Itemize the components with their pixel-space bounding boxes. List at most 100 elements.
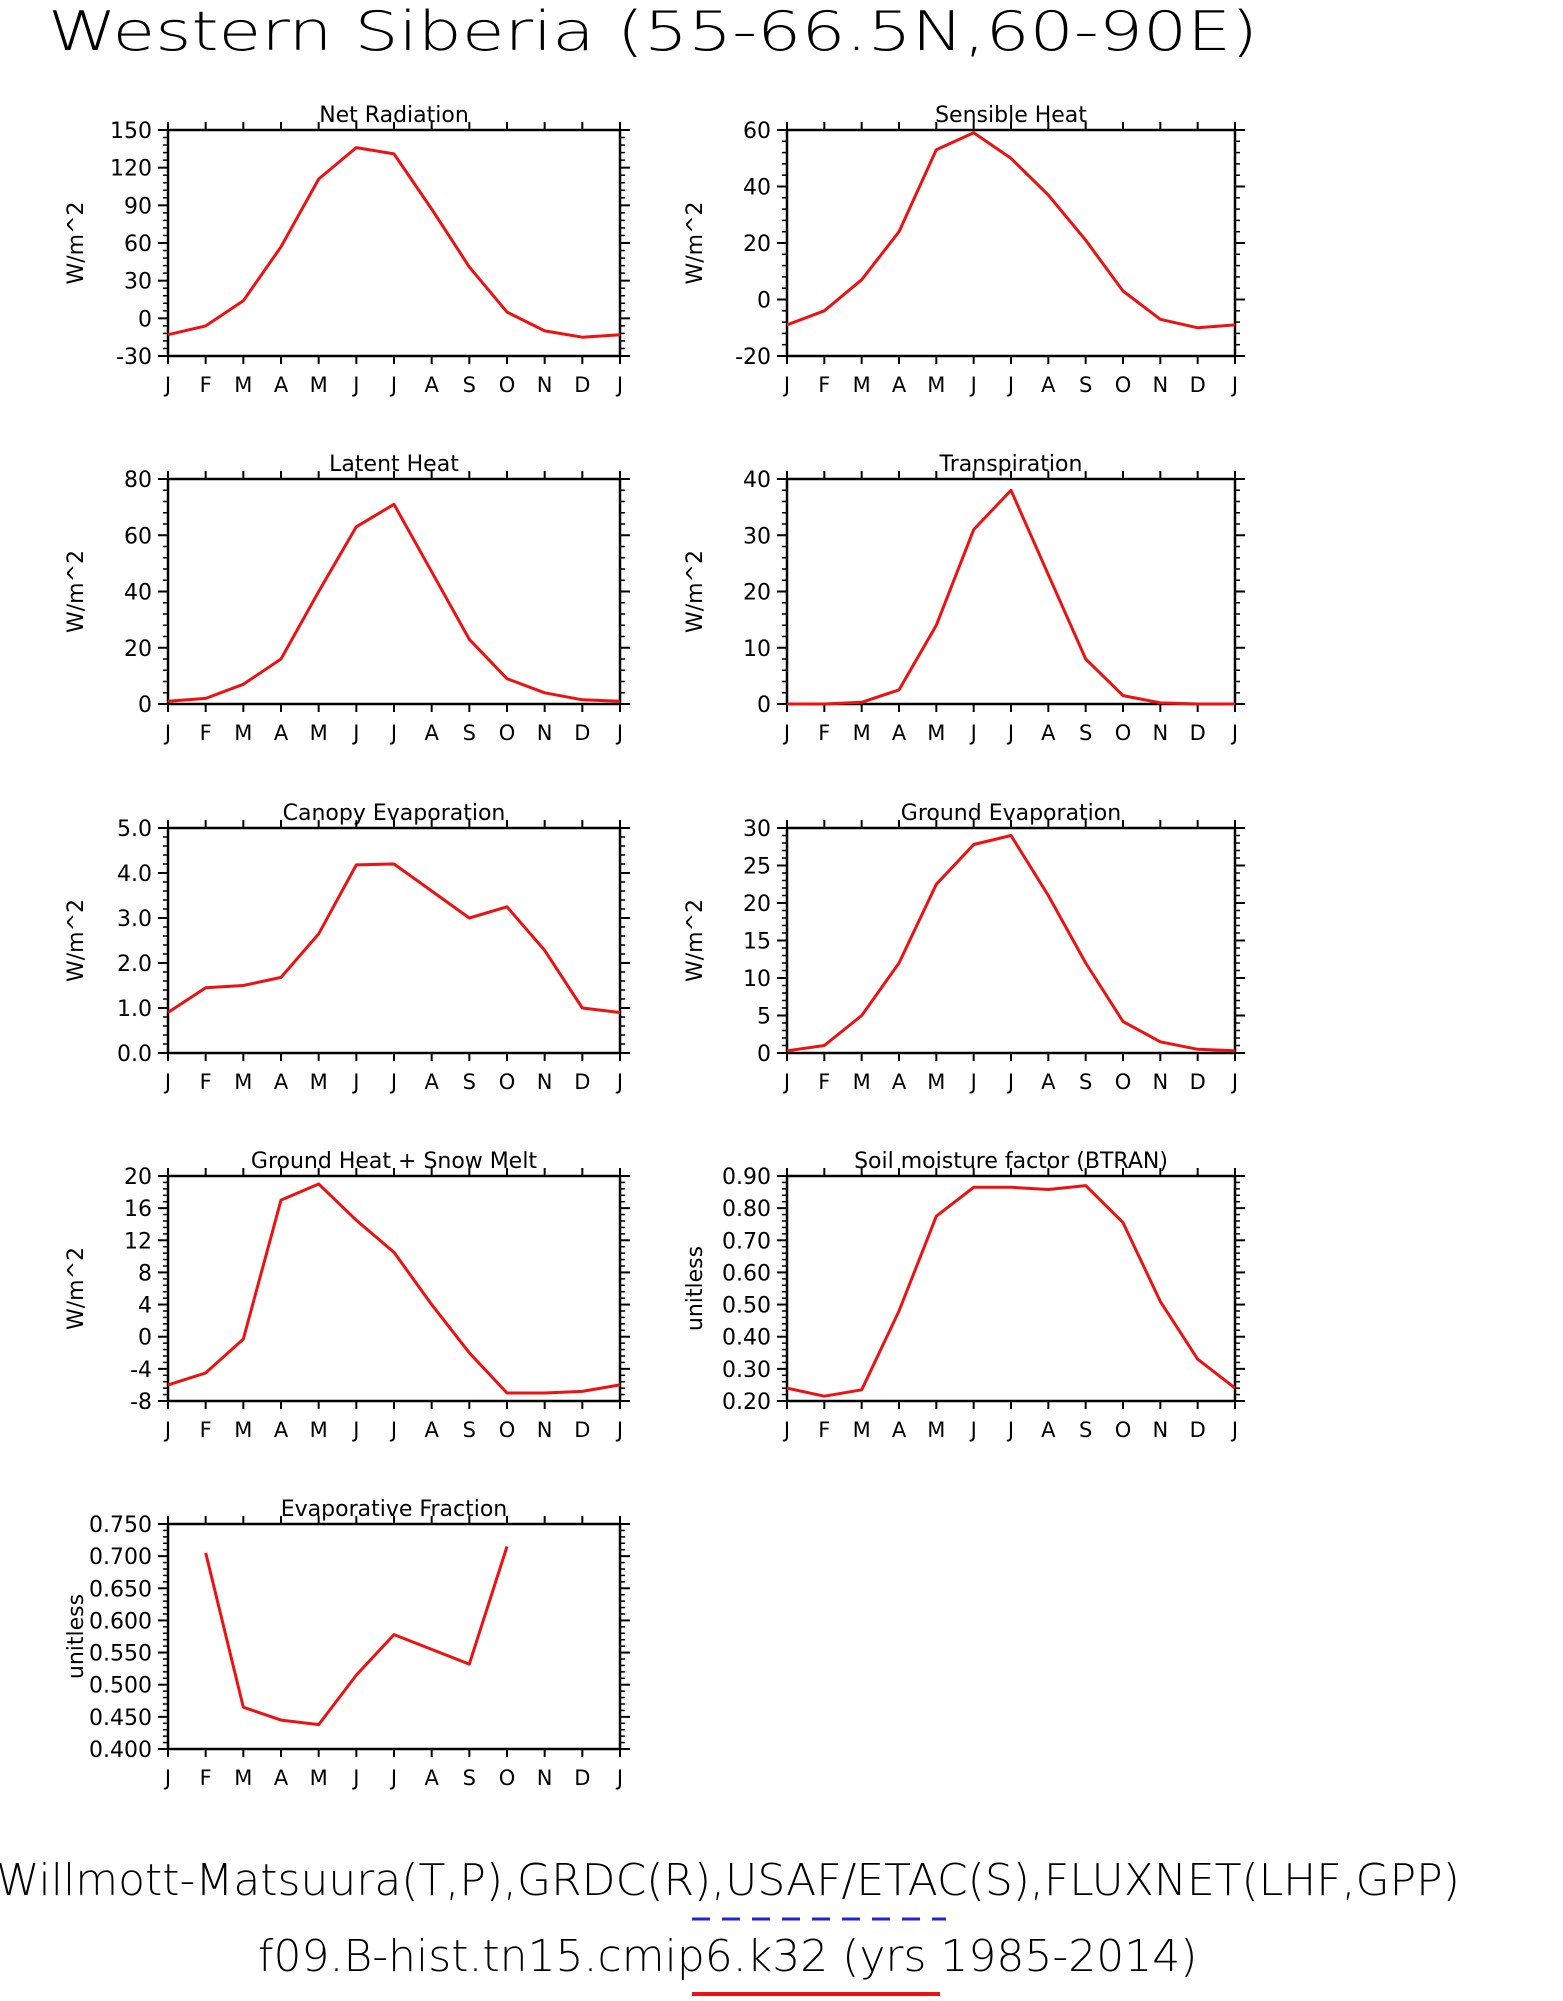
y-tick-label: 0.500 [89, 1674, 152, 1699]
y-axis-label: unitless [683, 1246, 708, 1331]
x-tick-label: S [1079, 1418, 1092, 1442]
y-tick-label: 40 [124, 581, 152, 606]
x-tick-label: S [463, 1418, 476, 1442]
y-tick-label: 10 [743, 967, 771, 992]
x-tick-label: O [499, 721, 516, 745]
x-tick-label: N [537, 1418, 553, 1442]
x-tick-label: A [1041, 1418, 1056, 1442]
x-tick-label: D [574, 1070, 590, 1094]
x-tick-label: J [615, 721, 623, 745]
y-axis-label: W/m^2 [683, 899, 708, 982]
series-line [167, 862, 621, 1014]
y-tick-label: 3.0 [117, 907, 152, 932]
x-tick-label: A [424, 1766, 439, 1790]
y-tick-label: 20 [743, 581, 771, 606]
x-tick-label: S [463, 721, 476, 745]
x-tick-label: O [499, 1766, 516, 1790]
y-tick-label: 0 [138, 693, 152, 718]
y-tick-label: 10 [743, 637, 771, 662]
x-tick-label: A [274, 1766, 289, 1790]
y-tick-label: 60 [124, 232, 152, 257]
x-tick-label: O [499, 1418, 516, 1442]
x-tick-label: A [892, 1070, 907, 1094]
x-tick-label: F [200, 721, 212, 745]
y-tick-label: 0 [138, 1326, 152, 1351]
y-tick-label: 30 [743, 524, 771, 549]
x-tick-label: A [1041, 721, 1056, 745]
y-tick-label: 0.550 [89, 1642, 152, 1667]
y-axis-label: W/m^2 [64, 1247, 89, 1330]
x-tick-label: J [163, 373, 171, 397]
x-tick-label: M [927, 721, 945, 745]
x-tick-label: M [853, 721, 871, 745]
x-tick-label: J [389, 373, 397, 397]
x-tick-label: M [853, 1418, 871, 1442]
x-tick-label: J [1006, 1070, 1014, 1094]
x-tick-label: J [389, 721, 397, 745]
x-tick-label: A [274, 1418, 289, 1442]
page-title: Western Siberia (55-66.5N,60-90E) [48, 0, 1258, 63]
x-tick-label: F [818, 373, 830, 397]
y-tick-label: 0.40 [722, 1326, 771, 1351]
x-tick-label: A [424, 1070, 439, 1094]
y-tick-label: 120 [110, 157, 152, 182]
x-tick-label: J [969, 1418, 977, 1442]
x-tick-label: J [615, 1766, 623, 1790]
y-tick-label: 4 [138, 1294, 152, 1319]
y-tick-label: 0.70 [722, 1229, 771, 1254]
x-tick-label: M [927, 1418, 945, 1442]
y-tick-label: 0.30 [722, 1358, 771, 1383]
y-tick-label: 0 [138, 307, 152, 332]
y-axis-label: unitless [64, 1594, 89, 1679]
x-tick-label: J [782, 721, 790, 745]
series-line [786, 834, 1236, 1053]
x-tick-label: J [1006, 1418, 1014, 1442]
plot-frame [166, 477, 622, 706]
x-tick-label: S [463, 373, 476, 397]
x-tick-label: M [234, 1070, 252, 1094]
plot-frame [166, 1174, 622, 1403]
x-tick-label: S [463, 1766, 476, 1790]
series-line [786, 131, 1236, 330]
x-tick-label: F [200, 1070, 212, 1094]
y-tick-label: -20 [735, 345, 771, 370]
y-tick-label: 20 [124, 1165, 152, 1190]
x-tick-label: A [1041, 373, 1056, 397]
x-tick-label: A [424, 373, 439, 397]
y-tick-label: 0.600 [89, 1609, 152, 1634]
y-tick-label: 0.0 [117, 1042, 152, 1067]
y-tick-label: 60 [743, 119, 771, 144]
y-axis-label: W/m^2 [64, 201, 89, 284]
footer-line-obs: Willmott-Matsuura(T,P),GRDC(R),USAF/ETAC… [0, 1855, 1460, 1906]
x-tick-label: A [892, 721, 907, 745]
x-tick-label: O [499, 1070, 516, 1094]
x-tick-label: O [1115, 373, 1132, 397]
x-tick-label: J [351, 373, 359, 397]
footer-line-model: f09.B-hist.tn15.cmip6.k32 (yrs 1985-2014… [258, 1931, 1197, 1982]
x-tick-label: J [1006, 373, 1014, 397]
x-tick-label: J [1230, 1070, 1238, 1094]
x-tick-label: J [351, 1766, 359, 1790]
x-tick-label: N [537, 373, 553, 397]
x-tick-label: N [537, 1766, 553, 1790]
y-tick-label: 12 [124, 1229, 152, 1254]
series-line [167, 502, 621, 703]
y-tick-label: 4.0 [117, 862, 152, 887]
x-tick-label: M [927, 1070, 945, 1094]
series-line [167, 1182, 621, 1395]
x-tick-label: S [1079, 721, 1092, 745]
x-tick-label: J [163, 1766, 171, 1790]
x-tick-label: M [853, 373, 871, 397]
x-tick-label: M [234, 1766, 252, 1790]
y-tick-label: 0.20 [722, 1390, 771, 1415]
x-tick-label: D [574, 1766, 590, 1790]
x-tick-label: J [782, 1418, 790, 1442]
x-tick-label: S [463, 1070, 476, 1094]
y-tick-label: 20 [743, 232, 771, 257]
x-tick-label: J [615, 373, 623, 397]
y-tick-label: 0.450 [89, 1706, 152, 1731]
